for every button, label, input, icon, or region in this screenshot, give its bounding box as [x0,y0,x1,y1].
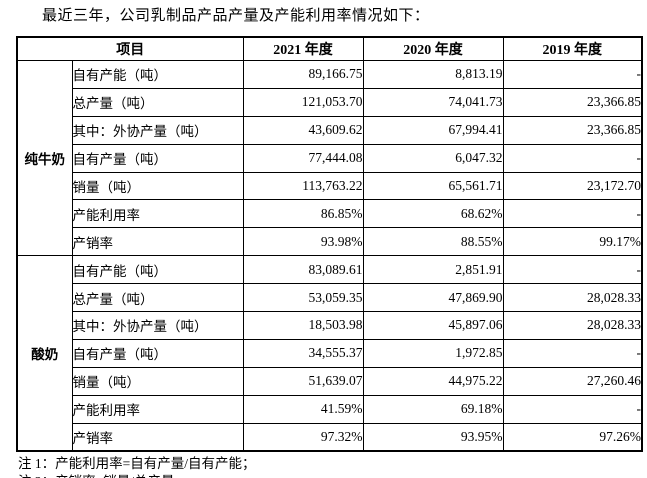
col-header-2019: 2019 年度 [502,36,643,61]
value-2021: 34,555.37 [242,338,364,368]
table-row: 酸奶 自有产能（吨） 83,089.61 2,851.91 - [16,255,643,452]
value-2020: 6,047.32 [362,143,504,173]
value-2019: 28,028.33 [502,311,643,340]
value-2020: 68.62% [362,199,504,229]
value-2020: 8,813.19 [362,60,504,89]
footnote-2: 注 2：产销率=销量/总产量。 [18,474,647,478]
value-2021: 83,089.61 [242,255,364,285]
row-label: 自有产能（吨） [71,60,244,89]
row-label: 其中：外协产量（吨） [71,311,244,340]
row-label: 产能利用率 [71,199,244,229]
table-row: 产销率 93.98% 88.55% 99.17% [17,227,643,257]
value-2020: 74,041.73 [362,87,504,117]
value-2021: 86.85% [242,199,364,229]
table-row: 产能利用率 86.85% 68.62% - [17,199,643,229]
table-header-row: 项目 2021 年度 2020 年度 2019 年度 [16,36,643,61]
col-header-2020: 2020 年度 [362,36,504,61]
row-label: 自有产能（吨） [71,255,244,285]
value-2021: 77,444.08 [242,143,364,173]
col-header-item: 项目 [16,36,244,61]
row-label: 销量（吨） [71,366,244,396]
value-2019: 28,028.33 [502,283,643,313]
value-2020: 1,972.85 [362,338,504,368]
row-label: 总产量（吨） [71,87,244,117]
footnote-1: 注 1：产能利用率=自有产量/自有产能； [18,456,256,472]
value-2020: 93.95% [362,422,504,452]
value-2020: 65,561.71 [362,171,504,201]
value-2019: 99.17% [502,227,643,257]
value-2020: 47,869.90 [362,283,504,313]
value-2021: 41.59% [242,394,364,424]
row-label: 产能利用率 [71,394,244,424]
row-label: 产销率 [71,422,244,452]
group-label-yogurt: 酸奶 [16,255,73,452]
value-2019: - [502,143,643,173]
value-2019: - [502,338,643,368]
value-2021: 113,763.22 [242,171,364,201]
value-2021: 18,503.98 [242,311,364,340]
table-row: 自有产量（吨） 77,444.08 6,047.32 - [17,143,643,173]
value-2020: 2,851.91 [362,255,504,285]
row-label: 总产量（吨） [71,283,244,313]
value-2021: 97.32% [242,422,364,452]
section-intro-text: 最近三年，公司乳制品产品产量及产能利用率情况如下： [42,8,430,24]
value-2020: 44,975.22 [362,366,504,396]
row-label: 自有产量（吨） [71,338,244,368]
value-2019: 23,172.70 [502,171,643,201]
value-2019: - [502,255,643,285]
group-label-pure-milk: 纯牛奶 [16,59,73,257]
row-label: 销量（吨） [71,171,244,201]
value-2019: 23,366.85 [502,87,643,117]
table-row: 总产量（吨） 53,059.35 47,869.90 28,028.33 [17,283,643,313]
value-2021: 53,059.35 [242,283,364,313]
value-2019: 27,260.46 [502,366,643,396]
table-row: 其中：外协产量（吨） 18,503.98 45,897.06 28,028.33 [17,311,643,340]
row-label: 其中：外协产量（吨） [71,115,244,145]
table-row: 纯牛奶 自有产能（吨） 89,166.75 8,813.19 - [16,59,643,257]
table-row: 产能利用率 41.59% 69.18% - [17,394,643,424]
table-row: 其中：外协产量（吨） 43,609.62 67,994.41 23,366.85 [17,115,643,145]
table-row: 销量（吨） 113,763.22 65,561.71 23,172.70 [17,171,643,201]
table-row: 自有产量（吨） 34,555.37 1,972.85 - [17,338,643,368]
row-label: 产销率 [71,227,244,257]
value-2021: 51,639.07 [242,366,364,396]
value-2020: 67,994.41 [362,115,504,145]
value-2020: 69.18% [362,394,504,424]
value-2021: 43,609.62 [242,115,364,145]
value-2021: 93.98% [242,227,364,257]
value-2019: - [502,199,643,229]
footnotes: 注 1：产能利用率=自有产量/自有产能； 注 2：产销率=销量/总产量。 [18,456,647,478]
production-capacity-table: 项目 2021 年度 2020 年度 2019 年度 纯牛奶 自有产能（吨） 8… [16,36,643,453]
value-2020: 45,897.06 [362,311,504,340]
row-label: 自有产量（吨） [71,143,244,173]
value-2019: 23,366.85 [502,115,643,145]
value-2019: 97.26% [502,422,643,452]
col-header-2021: 2021 年度 [242,36,364,61]
value-2019: - [502,394,643,424]
table-row: 销量（吨） 51,639.07 44,975.22 27,260.46 [17,366,643,396]
table-row: 总产量（吨） 121,053.70 74,041.73 23,366.85 [17,87,643,117]
value-2019: - [502,60,643,89]
value-2020: 88.55% [362,227,504,257]
value-2021: 121,053.70 [242,87,364,117]
table-row: 产销率 97.32% 93.95% 97.26% [17,422,643,452]
value-2021: 89,166.75 [242,60,364,89]
